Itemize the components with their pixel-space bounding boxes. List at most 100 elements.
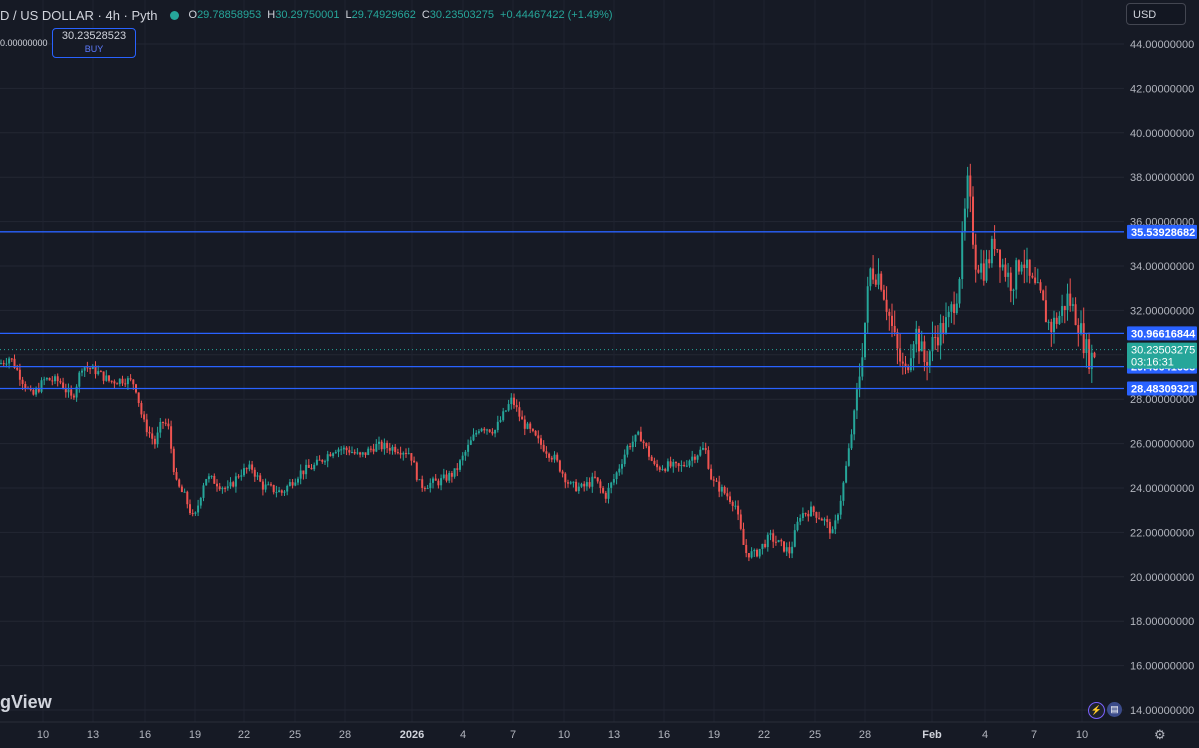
candle-body (305, 464, 308, 475)
settings-gear-icon[interactable]: ⚙ (1154, 727, 1166, 742)
candle-body (839, 500, 842, 515)
candle-body (853, 410, 856, 435)
candle-body (1069, 293, 1072, 306)
candle-body (742, 528, 745, 545)
candle-body (334, 451, 337, 454)
y-tick-label: 16.00000000 (1130, 661, 1194, 673)
left-price-label: 0.00000000 (0, 38, 48, 48)
candle-body (507, 404, 510, 411)
buy-price: 30.23528523 (61, 30, 127, 42)
us-flag-icon[interactable]: ▤ (1107, 702, 1122, 717)
candle-body (993, 238, 996, 250)
candle-body (837, 514, 839, 521)
candle-body (288, 482, 291, 486)
candle-body (669, 461, 672, 467)
candle-body (766, 534, 769, 548)
candle-body (923, 341, 926, 363)
candle-body (888, 311, 891, 316)
countdown-label: 03:16:31 (1131, 357, 1174, 369)
candle-body (110, 380, 113, 382)
buy-button[interactable]: 30.23528523 BUY (52, 28, 136, 58)
x-tick-label: 4 (982, 729, 988, 741)
y-tick-label: 18.00000000 (1130, 616, 1194, 628)
candle-body (183, 491, 186, 493)
lightning-icon[interactable]: ⚡ (1088, 702, 1105, 719)
candle-body (982, 263, 985, 281)
x-tick-label: 10 (37, 729, 49, 741)
candle-body (210, 475, 213, 477)
candle-body (297, 478, 299, 483)
candle-body (480, 428, 483, 432)
candle-body (1063, 306, 1066, 310)
candle-body (596, 477, 599, 482)
candle-body (380, 441, 383, 450)
candle-body (56, 376, 59, 382)
candle-body (764, 543, 767, 548)
candle-body (515, 405, 518, 408)
candle-body (32, 389, 35, 395)
last-price-label-bg (1127, 342, 1197, 369)
candle-body (156, 432, 159, 445)
candle-body (486, 429, 488, 431)
candle-body (170, 426, 173, 449)
candle-body (850, 434, 853, 449)
candle-body (51, 380, 54, 382)
candle-body (472, 434, 475, 441)
x-tick-label: 16 (658, 729, 670, 741)
candle-body (583, 483, 586, 487)
candle-body (45, 378, 48, 380)
candle-body (270, 484, 272, 486)
candle-body (499, 420, 502, 422)
candle-body (685, 465, 688, 467)
candle-body (418, 479, 421, 481)
candle-body (599, 481, 602, 488)
candle-body (132, 379, 135, 385)
currency-select[interactable]: USD (1126, 3, 1186, 25)
x-tick-label: 4 (460, 729, 466, 741)
candle-body (901, 361, 904, 364)
candle-body (153, 438, 156, 445)
candle-body (448, 472, 451, 481)
candle-body (1036, 282, 1039, 284)
candle-body (726, 493, 729, 497)
candle-body (769, 533, 772, 535)
ohlc-values: O29.78858953 H30.29750001 L29.74929662 C… (189, 9, 613, 21)
chart-legend-header: D / US DOLLAR · 4h · Pyth O29.78858953 H… (0, 6, 613, 24)
candle-body (432, 478, 434, 483)
candle-body (947, 311, 950, 318)
candle-body (656, 464, 659, 468)
candle-body (191, 513, 194, 515)
candle-body (329, 454, 332, 457)
candle-body (434, 478, 437, 481)
candle-body (1066, 293, 1069, 310)
chart-grid (0, 0, 1124, 722)
candle-body (1028, 259, 1031, 276)
candle-body (791, 546, 794, 554)
candle-body (1050, 321, 1053, 333)
candle-body (1007, 272, 1010, 277)
candle-body (936, 337, 939, 346)
candle-body (834, 520, 837, 530)
candle-body (961, 231, 964, 280)
candle-body (402, 452, 405, 455)
candle-body (920, 341, 923, 352)
candle-body (89, 368, 92, 370)
candle-body (37, 388, 40, 392)
candle-body (224, 487, 227, 489)
candle-body (990, 238, 993, 264)
candle-body (313, 464, 316, 470)
candle-body (375, 444, 378, 452)
candle-body (70, 389, 73, 396)
price-line-label: 30.96616844 (1131, 328, 1196, 340)
candle-body (1023, 264, 1026, 268)
candle-body (831, 529, 834, 534)
axis-icons: ⚡ ▤ (1088, 702, 1122, 719)
candle-body (81, 370, 83, 373)
candle-body (278, 490, 281, 493)
candle-body (356, 452, 359, 454)
symbol-title[interactable]: D / US DOLLAR · 4h · Pyth (0, 7, 158, 23)
y-tick-label: 40.00000000 (1130, 128, 1194, 140)
candle-body (491, 431, 494, 434)
candle-body (86, 367, 89, 369)
